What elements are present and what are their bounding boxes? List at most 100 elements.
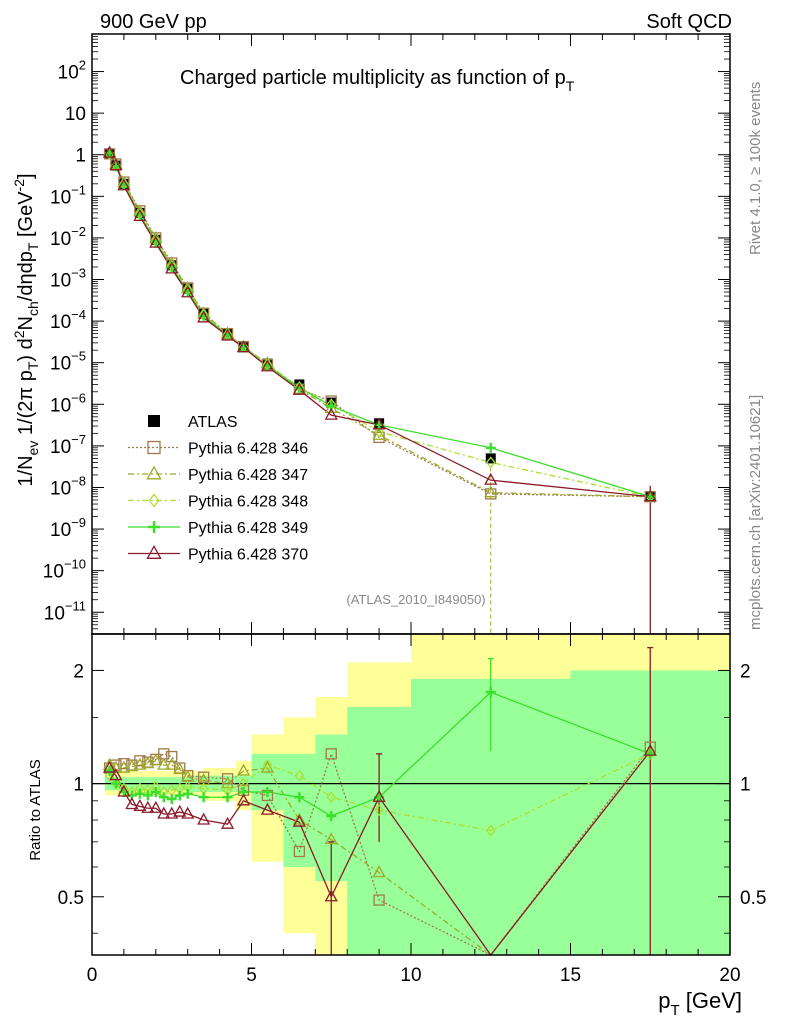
ratio-ytick-label: 0.5: [58, 888, 84, 909]
main-ytick-label: 10−1: [50, 182, 86, 208]
ratio-point-pythia-6-428-349: [166, 793, 177, 804]
ratio-point-pythia-6-428-348: [374, 804, 384, 817]
svg-text:1/Nev 1/(2π pT) d2Nch/dηdpT [G: 1/Nev 1/(2π pT) d2Nch/dηdpT [GeV-2]: [11, 173, 41, 486]
ratio-point-pythia-6-428-346: [221, 773, 234, 785]
ratio-point-pythia-6-428-370: [236, 793, 251, 806]
chart-title: Charged particle multiplicity as functio…: [180, 67, 575, 94]
legend-label-atlas: ATLAS: [188, 414, 238, 431]
header-left: 900 GeV pp: [100, 11, 207, 33]
chart-title-main: Charged particle multiplicity as functio…: [180, 67, 566, 89]
ratio-point-pythia-6-428-346: [134, 755, 146, 767]
ratio-xtick-label: 5: [246, 965, 257, 986]
ratio-point-pythia-6-428-370: [324, 889, 338, 902]
ratio-point-pythia-6-428-346: [325, 748, 337, 760]
ratio-point-pythia-6-428-370: [149, 800, 163, 813]
chart-title-sub: T: [566, 78, 575, 94]
main-ytick-label: 10−11: [44, 598, 86, 624]
ratio-point-pythia-6-428-348: [485, 824, 496, 837]
main-ylabel: 1/Nev 1/(2π pT) d2Nch/dηdpT [GeV-2]: [11, 173, 41, 486]
legend-marker-pythia-6-428-347: [146, 465, 162, 480]
main-point-pythia-6-428-370: [102, 145, 117, 158]
ratio-ylabel: Ratio to ATLAS: [27, 759, 44, 860]
main-ytick-label: 10−3: [50, 266, 86, 292]
series-lines: [108, 152, 654, 957]
ratio-point-pythia-6-428-347: [324, 832, 338, 845]
ratio-point-pythia-6-428-348: [326, 791, 337, 804]
ratio-point-pythia-6-428-370: [292, 814, 306, 827]
ratio-point-pythia-6-428-349: [158, 792, 169, 803]
legend-label-pythia-6-428-370: Pythia 6.428 370: [188, 547, 308, 564]
main-point-pythia-6-428-370: [197, 310, 211, 323]
ratio-point-pythia-6-428-370: [133, 798, 147, 811]
ratio-point-pythia-6-428-370: [643, 743, 657, 756]
ratio-point-pythia-6-428-370: [125, 797, 139, 810]
main-point-pythia-6-428-370: [220, 328, 235, 341]
main-point-pythia-6-428-349: [485, 442, 496, 453]
ratio-point-pythia-6-428-370: [197, 812, 211, 825]
legend-marker-atlas: [148, 415, 160, 427]
main-point-pythia-6-428-370: [117, 178, 131, 191]
ratio-point-pythia-6-428-370: [220, 816, 235, 829]
ratio-point-pythia-6-428-349: [150, 786, 161, 797]
main-ytick-label: 10−2: [50, 224, 86, 250]
main-frame: [91, 33, 731, 635]
main-point-pythia-6-428-348: [485, 456, 496, 469]
ratio-point-pythia-6-428-349: [222, 792, 233, 803]
ratio-point-pythia-6-428-370: [181, 806, 195, 819]
ratio-frame: [91, 633, 731, 956]
main-ytick-label: 10−7: [50, 432, 86, 458]
ratio-point-pythia-6-428-349: [645, 748, 656, 759]
main-ytick-label: 10−8: [50, 473, 86, 499]
ratio-ytick-label-right: 2: [740, 661, 751, 682]
ratio-point-pythia-6-428-349: [262, 786, 273, 797]
main-point-pythia-6-428-370: [643, 489, 657, 502]
ratio-ytick-label: 1: [73, 775, 84, 796]
main-ytick-label: 10−4: [50, 307, 86, 333]
main-line-pythia-6-428-370: [108, 152, 651, 498]
ratio-point-pythia-6-428-349: [198, 792, 209, 803]
ratio-point-pythia-6-428-347: [109, 760, 123, 773]
legend: ATLAS Pythia 6.428 346 Pythia 6.428 347 Pyt…: [128, 414, 308, 564]
main-point-pythia-6-428-370: [181, 285, 195, 298]
ratio-point-pythia-6-428-346: [197, 771, 210, 783]
ratio-point-pythia-6-428-348: [104, 769, 115, 782]
main-point-pythia-6-428-347: [372, 427, 386, 440]
main-point-pythia-6-428-370: [324, 407, 338, 420]
legend-label-pythia-6-428-349: Pythia 6.428 349: [188, 520, 308, 537]
ratio-point-pythia-6-428-347: [165, 757, 179, 770]
main-point-pythia-6-428-370: [292, 382, 306, 395]
ratio-point-pythia-6-428-347: [220, 776, 235, 789]
ratio-point-pythia-6-428-347: [141, 756, 155, 769]
main-ytick-label: 10−10: [43, 557, 86, 583]
main-point-pythia-6-428-370: [165, 261, 179, 274]
ratio-point-pythia-6-428-370: [157, 806, 171, 819]
ratio-point-pythia-6-428-370: [173, 804, 187, 817]
ratio-point-pythia-6-428-370: [372, 789, 386, 802]
legend-label-pythia-6-428-347: Pythia 6.428 347: [188, 467, 308, 484]
x-axis-label-main: p: [658, 988, 670, 1013]
main-point-pythia-6-428-370: [372, 417, 386, 430]
legend-label-pythia-6-428-348: Pythia 6.428 348: [188, 494, 308, 511]
ratio-point-pythia-6-428-347: [236, 763, 251, 776]
main-ytick-label: 102: [58, 58, 86, 84]
ratio-point-pythia-6-428-346: [118, 757, 130, 770]
ratio-point-pythia-6-428-346: [166, 750, 178, 763]
main-point-pythia-6-428-348: [374, 425, 384, 438]
x-axis-label-sub: T: [670, 1002, 679, 1019]
main-ytick-label: 1: [75, 146, 86, 167]
ratio-point-pythia-6-428-349: [104, 766, 115, 777]
ratio-ytick-label-right: 0.5: [740, 888, 766, 909]
ratio-point-pythia-6-428-349: [142, 790, 153, 801]
main-ytick-label: 10−5: [50, 349, 86, 375]
ratio-ytick-label: 2: [73, 661, 84, 682]
ratio-point-pythia-6-428-370: [141, 800, 155, 813]
ratio-point-pythia-6-428-349: [134, 788, 145, 799]
legend-marker-pythia-6-428-349: [148, 521, 160, 533]
main-point-pythia-6-428-370: [236, 340, 251, 353]
ratio-point-pythia-6-428-347: [157, 757, 171, 770]
ratio-point-pythia-6-428-349: [182, 788, 193, 799]
ratio-point-pythia-6-428-347: [117, 760, 131, 773]
legend-marker-pythia-6-428-346: [147, 440, 161, 455]
ratio-point-pythia-6-428-349: [294, 792, 305, 803]
